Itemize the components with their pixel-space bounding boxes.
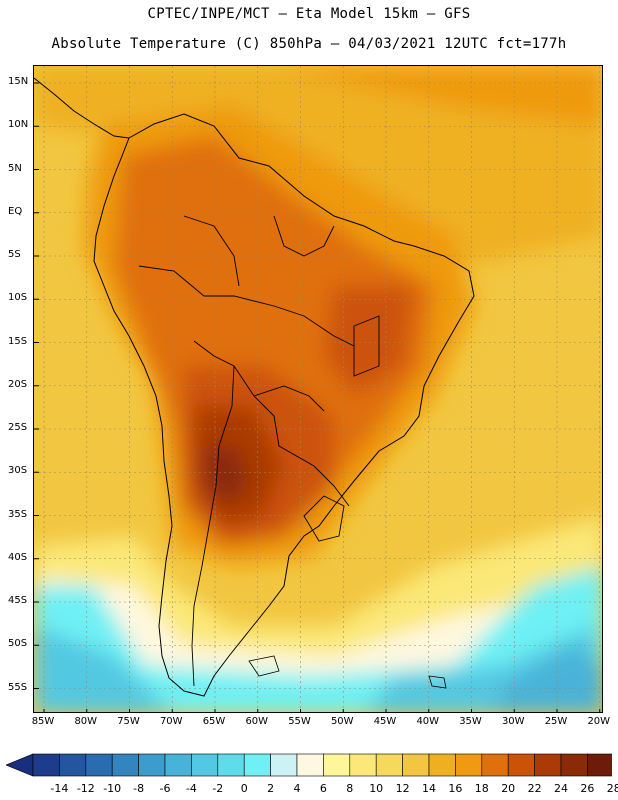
colorbar-tick-label: 8 [346,782,354,795]
colorbar-swatch [32,753,60,777]
lon-label: 55W [288,716,311,727]
lon-label: 40W [416,716,440,727]
lat-label: 15N [8,76,29,87]
lon-label: 65W [202,716,226,727]
colorbar-tick-label: 24 [554,782,568,795]
lat-label: 45S [8,595,28,606]
colorbar-swatch [296,753,324,777]
colorbar-swatch [59,753,87,777]
south-georgia [428,675,447,689]
lat-label: 10N [8,119,29,131]
colorbar-tick-label: 2 [267,782,275,795]
colorbar-swatch [349,753,377,777]
lat-label: 40S [8,551,28,563]
colorbar-tick-label: -12 [76,782,95,795]
colorbar-swatch [560,753,588,777]
colorbar-tick-label: 16 [448,782,463,795]
lon-label: 20W [587,716,611,727]
lat-label: 55S [8,681,28,693]
colorbar-swatch [375,753,403,777]
temperature-field [34,66,602,712]
colorbar-tick-label: 6 [319,782,327,795]
lon-label: 50W [330,716,354,727]
falkland-islands [248,655,280,677]
lon-label: 70W [159,716,183,727]
colorbar-tick-label: 4 [293,782,301,795]
coastline-central-america [34,77,130,139]
lat-label: 10S [8,292,28,304]
colorbar-under-arrow [6,753,34,777]
lat-label: 5N [8,162,22,174]
colorbar-tick-label: -6 [159,782,171,795]
colorbar-swatch [191,753,219,777]
colorbar-tick-label: 28 [606,782,618,795]
lat-label: 30S [8,465,28,477]
lon-label: 80W [74,716,98,727]
colorbar-swatch [587,753,612,777]
title-line-variable: Absolute Temperature (C) 850hPa — 04/03/… [51,36,567,52]
coastline-south-america [93,113,475,697]
colorbar-swatch [507,753,535,777]
colorbar-tick-label: 0 [240,782,248,795]
colorbar-tick-label: 12 [395,782,410,795]
colorbar-swatch [323,753,351,777]
colorbar-swatch [481,753,509,777]
colorbar-tick-label: 22 [527,782,542,795]
colorbar-swatch [138,753,166,777]
colorbar-swatch [217,753,245,777]
colorbar-swatch [428,753,456,777]
colorbar-tick-label: 26 [580,782,595,795]
colorbar-swatch [270,753,298,777]
lon-label: 25W [544,716,568,727]
country-borders [138,215,380,687]
lon-label: 30W [501,716,525,727]
colorbar [6,753,612,777]
colorbar-tick-label: 14 [422,782,436,795]
colorbar-swatch [455,753,483,777]
lon-label: 45W [373,716,397,727]
temperature-map [34,66,602,712]
lon-label: 60W [245,716,269,727]
title-line-model: CPTEC/INPE/MCT — Eta Model 15km — GFS [147,6,471,22]
colorbar-tick-label: 18 [474,782,489,795]
colorbar-swatch [402,753,430,777]
colorbar-swatch [164,753,192,777]
lat-label: 20S [8,378,28,390]
colorbar-tick-label: 10 [369,782,384,795]
lon-label: 35W [459,716,482,727]
colorbar-tick-label: 20 [501,782,516,795]
lat-label: 35S [8,508,28,520]
colorbar-tick-label: -4 [185,782,197,795]
lon-label: 75W [117,716,140,727]
lat-label: 15S [8,335,28,347]
map-frame [33,65,603,713]
colorbar-tick-label: -8 [133,782,145,795]
colorbar-tick-label: -14 [50,782,69,795]
lon-label: 85W [31,716,55,727]
colorbar-swatch [243,753,271,777]
lat-label: 50S [8,638,28,650]
graticule-grid [34,66,602,712]
lat-label: EQ [8,205,23,217]
colorbar-tick-label: -2 [212,782,224,795]
colorbar-tick-label: -10 [103,782,122,795]
lat-label: 5S [8,249,21,260]
colorbar-swatch [111,753,139,777]
colorbar-swatch [534,753,562,777]
colorbar-swatch [85,753,113,777]
lat-label: 25S [8,422,28,433]
